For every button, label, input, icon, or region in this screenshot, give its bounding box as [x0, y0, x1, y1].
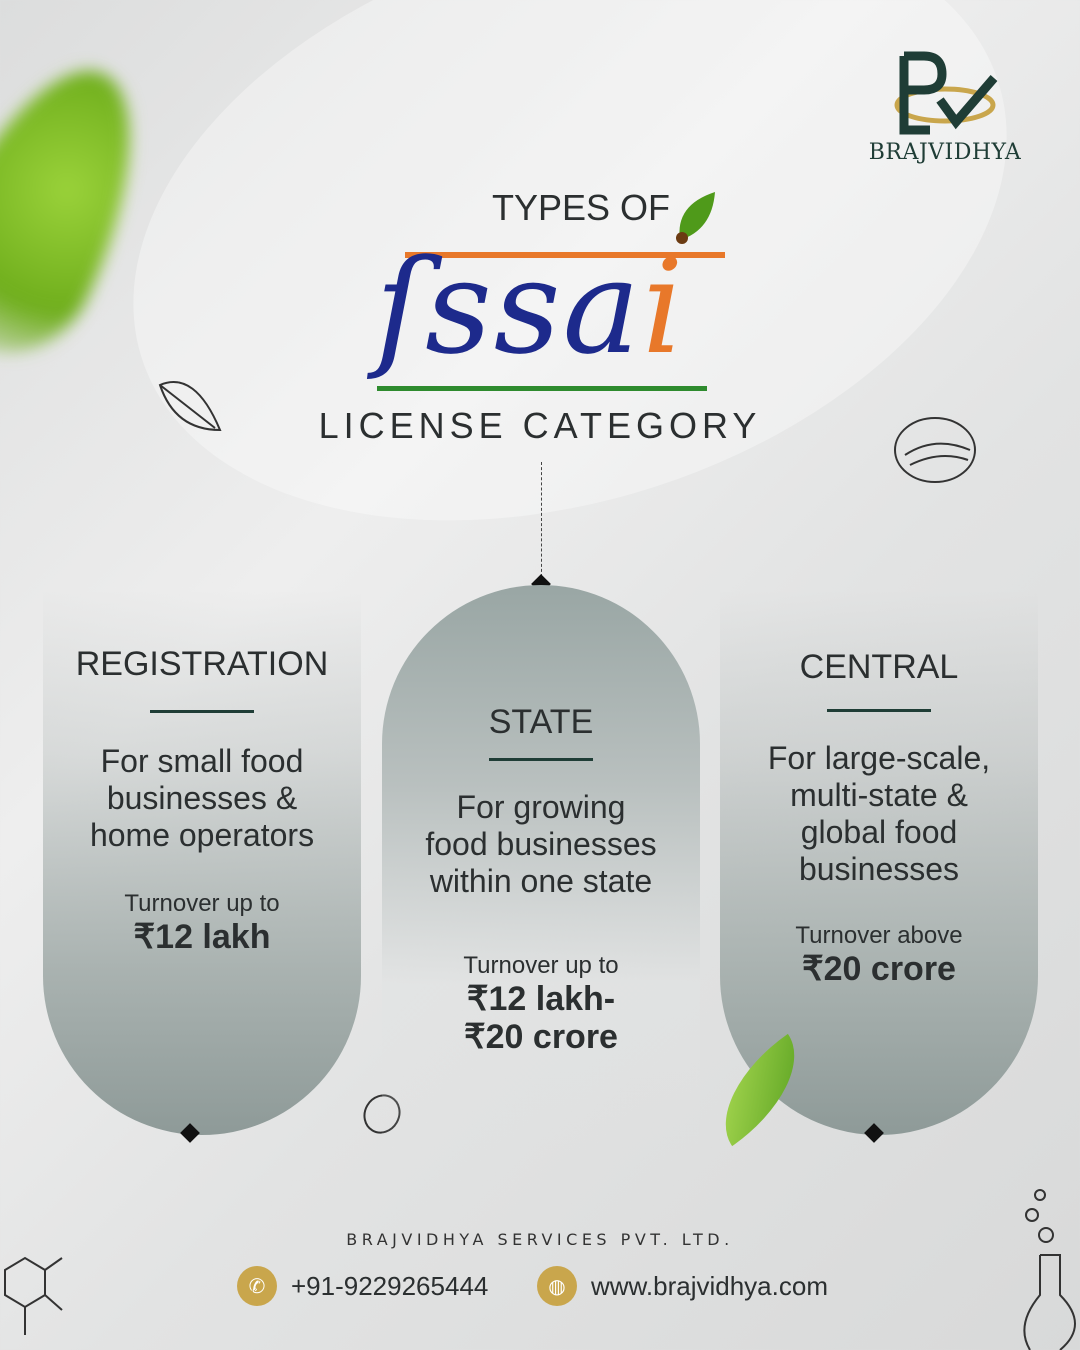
fssai-logo: ſssai	[355, 190, 735, 400]
page-subtitle: LICENSE CATEGORY	[318, 405, 762, 446]
turnover-value: ₹12 lakh	[133, 918, 271, 956]
divider	[150, 710, 254, 713]
brand-logo: BRAJVIDHYA	[850, 50, 1040, 165]
category-card-registration: REGISTRATION For small food businesses & h…	[43, 590, 361, 1135]
phone-contact[interactable]: ✆ +91-9229265444	[237, 1266, 488, 1306]
card-description: For growing	[456, 789, 626, 825]
turnover-label: Turnover up to	[463, 952, 619, 979]
card-title: STATE	[488, 703, 594, 741]
brand-monogram-icon	[894, 51, 998, 135]
dessert-icon	[894, 417, 976, 483]
card-description: global food	[800, 814, 958, 850]
divider	[489, 758, 593, 761]
card-description: businesses &	[106, 780, 298, 816]
card-description: multi-state &	[790, 777, 968, 813]
turnover-label: Turnover above	[795, 922, 963, 949]
fssai-leaf-icon	[676, 192, 715, 244]
card-description: within one state	[429, 863, 653, 899]
card-title: REGISTRATION	[75, 645, 329, 683]
card-description: For large-scale,	[767, 740, 991, 776]
category-card-central: CENTRAL For large-scale, multi-state & glo…	[720, 590, 1038, 1135]
card-description: For small food	[100, 743, 304, 779]
phone-icon: ✆	[237, 1266, 277, 1306]
fssai-wordmark: ſssai	[375, 231, 686, 383]
leaf-icon	[158, 381, 222, 432]
flask-icon	[1023, 1189, 1076, 1350]
category-card-state: STATE For growing food businesses within o…	[382, 585, 700, 1155]
phone-number: +91-9229265444	[291, 1270, 489, 1301]
turnover-label: Turnover up to	[124, 890, 280, 917]
card-title: CENTRAL	[799, 648, 959, 686]
divider	[827, 709, 931, 712]
website-link[interactable]: ◍ www.brajvidhya.com	[537, 1266, 828, 1306]
card-description: food businesses	[425, 826, 657, 862]
card-description: businesses	[798, 851, 960, 887]
molecule-icon	[4, 1256, 63, 1335]
connector-line	[541, 462, 542, 577]
turnover-value: ₹20 crore	[464, 1018, 618, 1056]
globe-icon: ◍	[537, 1266, 577, 1306]
company-name: BRAJVIDHYA SERVICES PVT. LTD.	[346, 1230, 734, 1249]
turnover-value: ₹12 lakh-	[466, 980, 616, 1018]
pre-title: TYPES OF	[492, 187, 671, 228]
brand-name: BRAJVIDHYA	[868, 140, 1022, 165]
website-url: www.brajvidhya.com	[591, 1270, 828, 1301]
turnover-value: ₹20 crore	[802, 950, 956, 988]
card-description: home operators	[89, 817, 315, 853]
